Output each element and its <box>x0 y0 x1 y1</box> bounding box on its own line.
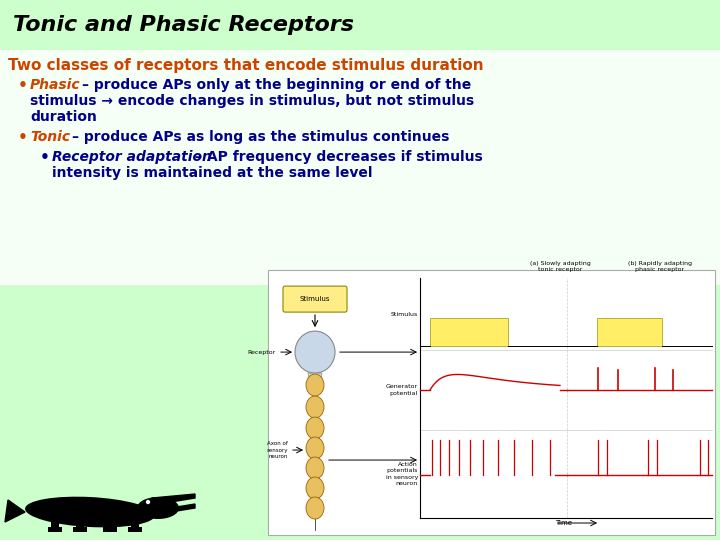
Text: – AP frequency decreases if stimulus: – AP frequency decreases if stimulus <box>195 150 482 164</box>
Text: Receptor: Receptor <box>248 349 276 355</box>
Text: Action
potentials
in sensory
neuron: Action potentials in sensory neuron <box>386 462 418 486</box>
Bar <box>103 527 117 532</box>
Text: (a) Slowly adapting
tonic receptor: (a) Slowly adapting tonic receptor <box>530 261 590 272</box>
Text: Phasic: Phasic <box>30 78 81 92</box>
Polygon shape <box>5 500 25 522</box>
Polygon shape <box>158 504 195 514</box>
Bar <box>73 527 87 532</box>
Ellipse shape <box>306 374 324 396</box>
Text: (b) Rapidly adapting
phasic receptor: (b) Rapidly adapting phasic receptor <box>628 261 692 272</box>
Bar <box>128 527 142 532</box>
Bar <box>131 514 139 532</box>
Bar <box>48 527 62 532</box>
Bar <box>76 514 84 532</box>
Ellipse shape <box>25 497 155 528</box>
Ellipse shape <box>306 417 324 439</box>
Ellipse shape <box>306 457 324 479</box>
Ellipse shape <box>306 437 324 459</box>
Ellipse shape <box>306 396 324 418</box>
Text: •: • <box>18 130 28 145</box>
Text: Stimulus: Stimulus <box>300 296 330 302</box>
Text: – produce APs only at the beginning or end of the: – produce APs only at the beginning or e… <box>82 78 472 92</box>
Text: duration: duration <box>30 110 97 124</box>
Text: Axon of
sensory
neuron: Axon of sensory neuron <box>266 441 288 459</box>
Text: Generator
potential: Generator potential <box>386 384 418 396</box>
Bar <box>0 50 720 285</box>
Text: •: • <box>18 78 28 93</box>
Polygon shape <box>152 494 195 505</box>
Text: Two classes of receptors that encode stimulus duration: Two classes of receptors that encode sti… <box>8 58 484 73</box>
Polygon shape <box>308 373 322 382</box>
Text: intensity is maintained at the same level: intensity is maintained at the same leve… <box>52 166 372 180</box>
Text: Stimulus: Stimulus <box>391 312 418 316</box>
FancyBboxPatch shape <box>283 286 347 312</box>
Bar <box>430 318 508 346</box>
Text: Time: Time <box>555 520 572 526</box>
Text: •: • <box>40 150 50 165</box>
Bar <box>597 318 662 346</box>
Text: – produce APs as long as the stimulus continues: – produce APs as long as the stimulus co… <box>72 130 449 144</box>
Bar <box>106 514 114 532</box>
Bar <box>51 514 59 532</box>
Text: stimulus → encode changes in stimulus, but not stimulus: stimulus → encode changes in stimulus, b… <box>30 94 474 108</box>
Text: Receptor adaptation: Receptor adaptation <box>52 150 212 164</box>
Ellipse shape <box>306 497 324 519</box>
Ellipse shape <box>137 497 179 519</box>
Ellipse shape <box>145 500 150 504</box>
Ellipse shape <box>295 331 335 373</box>
Ellipse shape <box>306 477 324 499</box>
Text: Tonic and Phasic Receptors: Tonic and Phasic Receptors <box>13 15 354 35</box>
Text: Tonic: Tonic <box>30 130 70 144</box>
Bar <box>268 270 715 535</box>
